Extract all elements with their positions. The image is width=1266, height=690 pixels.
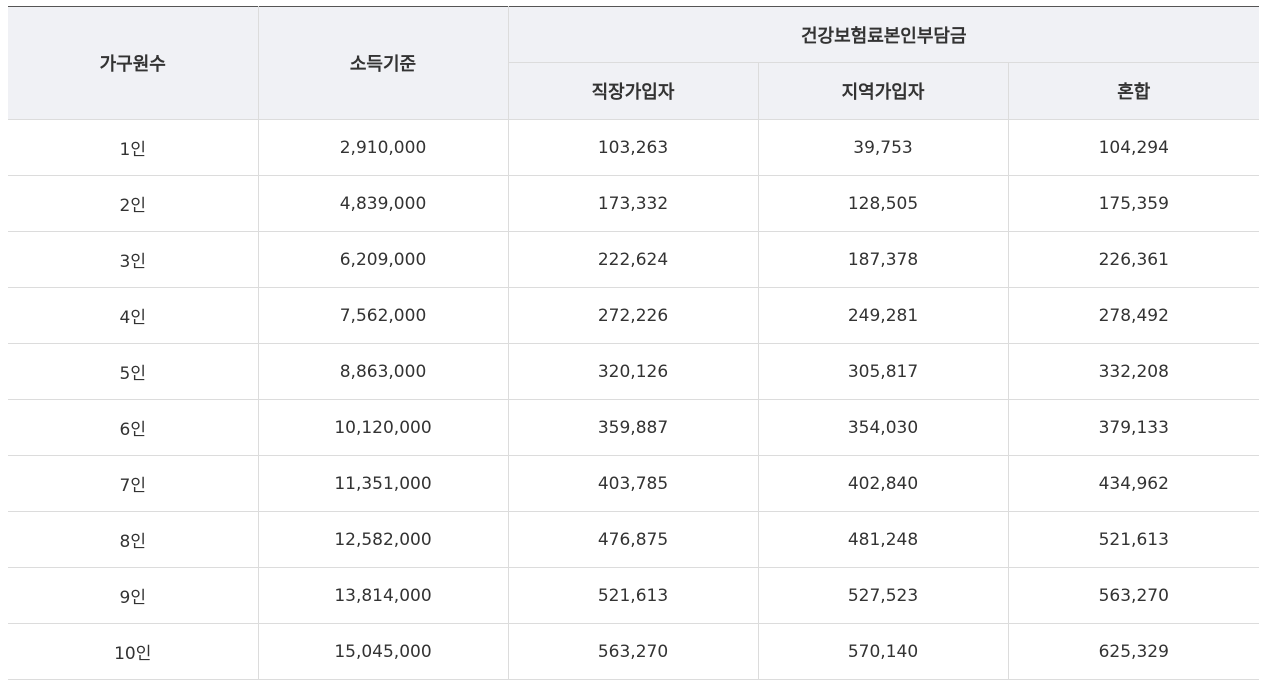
cell-household: 9인 bbox=[8, 567, 259, 624]
cell-regional: 354,030 bbox=[757, 399, 1009, 456]
table-body: 1인 2,910,000 103,263 39,753 104,294 2인 4… bbox=[8, 119, 1260, 680]
cell-regional: 402,840 bbox=[757, 455, 1009, 512]
cell-regional: 249,281 bbox=[757, 287, 1009, 344]
cell-household: 1인 bbox=[8, 119, 259, 176]
cell-regional: 305,817 bbox=[757, 343, 1009, 400]
table-container: 가구원수 소득기준 건강보험료본인부담금 직장가입자 지역가입자 혼합 1인 2… bbox=[8, 6, 1260, 680]
cell-household: 4인 bbox=[8, 287, 259, 344]
cell-household: 8인 bbox=[8, 511, 259, 568]
cell-employee: 222,624 bbox=[507, 231, 759, 288]
cell-mixed: 434,962 bbox=[1007, 455, 1260, 512]
cell-regional: 570,140 bbox=[757, 623, 1009, 680]
table-row: 7인 11,351,000 403,785 402,840 434,962 bbox=[8, 455, 1260, 512]
cell-regional: 128,505 bbox=[757, 175, 1009, 232]
cell-employee: 476,875 bbox=[507, 511, 759, 568]
cell-mixed: 278,492 bbox=[1007, 287, 1260, 344]
table-row: 8인 12,582,000 476,875 481,248 521,613 bbox=[8, 511, 1260, 568]
cell-income: 15,045,000 bbox=[257, 623, 509, 680]
cell-mixed: 175,359 bbox=[1007, 175, 1260, 232]
cell-employee: 173,332 bbox=[507, 175, 759, 232]
table-header: 가구원수 소득기준 건강보험료본인부담금 직장가입자 지역가입자 혼합 bbox=[8, 6, 1260, 120]
header-income: 소득기준 bbox=[257, 6, 509, 120]
cell-mixed: 521,613 bbox=[1007, 511, 1260, 568]
cell-mixed: 563,270 bbox=[1007, 567, 1260, 624]
income-premium-table: 가구원수 소득기준 건강보험료본인부담금 직장가입자 지역가입자 혼합 1인 2… bbox=[8, 6, 1260, 680]
header-premium-group: 건강보험료본인부담금 bbox=[507, 6, 1260, 63]
cell-employee: 103,263 bbox=[507, 119, 759, 176]
cell-mixed: 379,133 bbox=[1007, 399, 1260, 456]
cell-household: 10인 bbox=[8, 623, 259, 680]
table-row: 4인 7,562,000 272,226 249,281 278,492 bbox=[8, 287, 1260, 344]
cell-employee: 403,785 bbox=[507, 455, 759, 512]
table-row: 6인 10,120,000 359,887 354,030 379,133 bbox=[8, 399, 1260, 456]
header-mixed: 혼합 bbox=[1007, 62, 1260, 120]
cell-household: 2인 bbox=[8, 175, 259, 232]
table-row: 10인 15,045,000 563,270 570,140 625,329 bbox=[8, 623, 1260, 680]
cell-employee: 320,126 bbox=[507, 343, 759, 400]
cell-employee: 563,270 bbox=[507, 623, 759, 680]
cell-regional: 39,753 bbox=[757, 119, 1009, 176]
table-row: 2인 4,839,000 173,332 128,505 175,359 bbox=[8, 175, 1260, 232]
cell-income: 10,120,000 bbox=[257, 399, 509, 456]
cell-household: 6인 bbox=[8, 399, 259, 456]
header-row-top: 가구원수 소득기준 건강보험료본인부담금 bbox=[8, 6, 1260, 120]
cell-income: 13,814,000 bbox=[257, 567, 509, 624]
cell-regional: 187,378 bbox=[757, 231, 1009, 288]
header-household: 가구원수 bbox=[8, 6, 259, 120]
table-row: 1인 2,910,000 103,263 39,753 104,294 bbox=[8, 119, 1260, 176]
table-row: 3인 6,209,000 222,624 187,378 226,361 bbox=[8, 231, 1260, 288]
table-row: 9인 13,814,000 521,613 527,523 563,270 bbox=[8, 567, 1260, 624]
header-employee: 직장가입자 bbox=[508, 62, 759, 120]
cell-employee: 272,226 bbox=[507, 287, 759, 344]
cell-income: 12,582,000 bbox=[257, 511, 509, 568]
cell-income: 2,910,000 bbox=[257, 119, 509, 176]
cell-employee: 359,887 bbox=[507, 399, 759, 456]
cell-income: 8,863,000 bbox=[257, 343, 509, 400]
cell-employee: 521,613 bbox=[507, 567, 759, 624]
cell-income: 4,839,000 bbox=[257, 175, 509, 232]
cell-household: 3인 bbox=[8, 231, 259, 288]
header-regional: 지역가입자 bbox=[757, 62, 1009, 120]
cell-mixed: 332,208 bbox=[1007, 343, 1260, 400]
cell-mixed: 104,294 bbox=[1007, 119, 1260, 176]
cell-income: 11,351,000 bbox=[257, 455, 509, 512]
cell-income: 6,209,000 bbox=[257, 231, 509, 288]
table-row: 5인 8,863,000 320,126 305,817 332,208 bbox=[8, 343, 1260, 400]
cell-household: 7인 bbox=[8, 455, 259, 512]
header-row-sub: 직장가입자 지역가입자 혼합 bbox=[8, 62, 1260, 120]
cell-mixed: 625,329 bbox=[1007, 623, 1260, 680]
cell-income: 7,562,000 bbox=[257, 287, 509, 344]
cell-regional: 527,523 bbox=[757, 567, 1009, 624]
cell-household: 5인 bbox=[8, 343, 259, 400]
cell-mixed: 226,361 bbox=[1007, 231, 1260, 288]
cell-regional: 481,248 bbox=[757, 511, 1009, 568]
